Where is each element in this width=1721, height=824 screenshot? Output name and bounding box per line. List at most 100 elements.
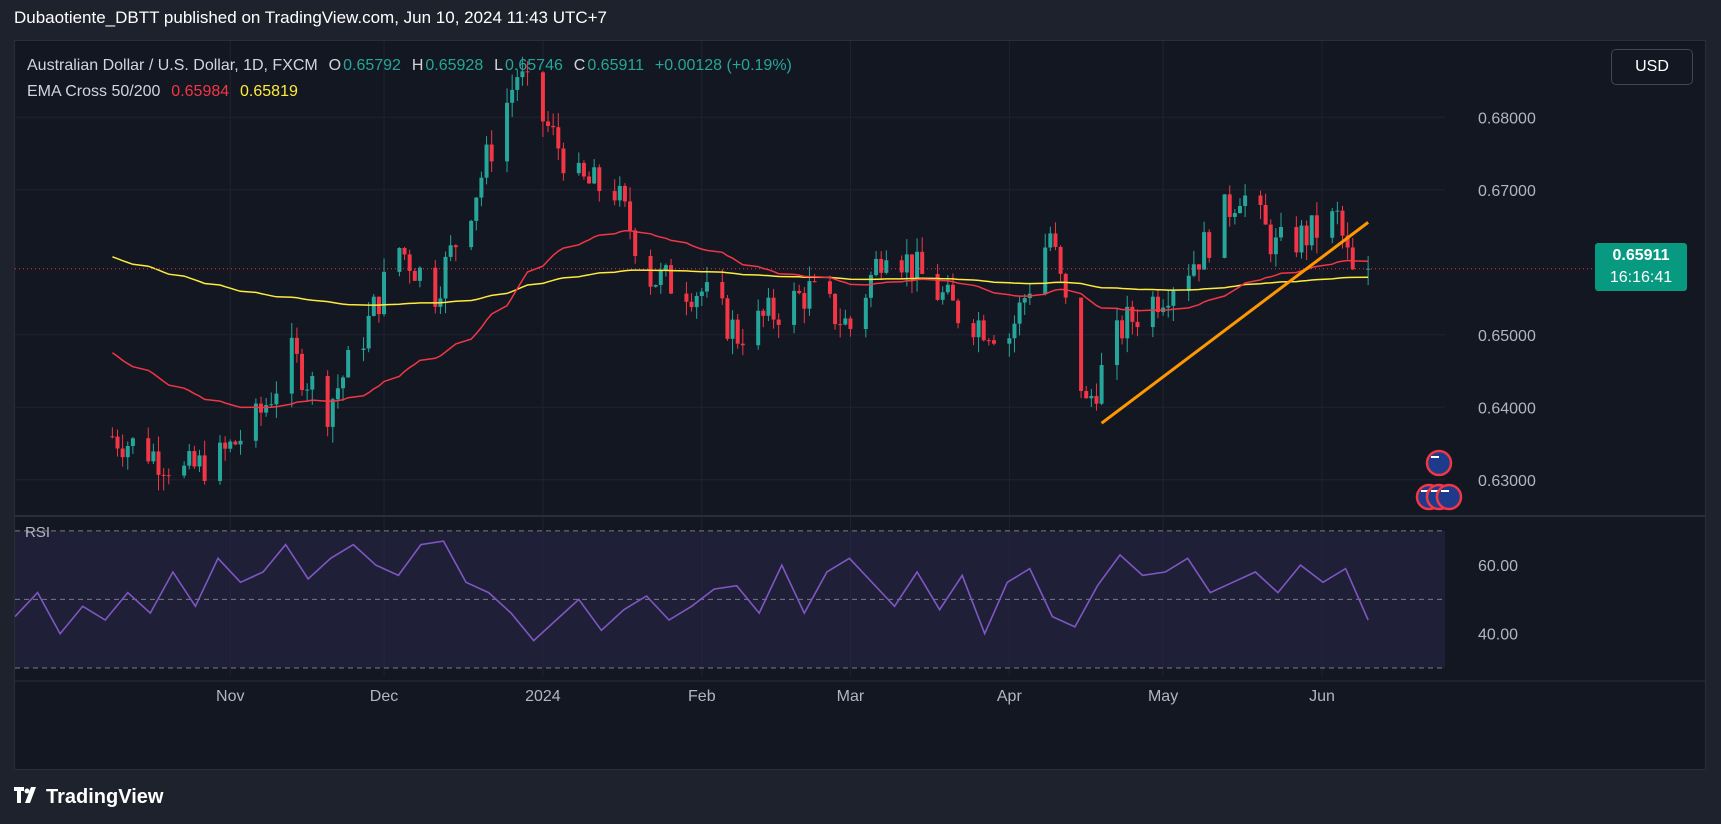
candle-up bbox=[448, 245, 453, 257]
rsi-line bbox=[15, 540, 1369, 642]
candle-up bbox=[417, 267, 422, 281]
candle-up bbox=[945, 284, 950, 293]
candle-down bbox=[1079, 297, 1084, 392]
candle-up bbox=[1273, 237, 1278, 255]
candle-up bbox=[868, 275, 873, 298]
candle-up bbox=[884, 260, 889, 273]
candle-down bbox=[546, 121, 551, 126]
candle-down bbox=[1314, 215, 1319, 238]
ema50-line bbox=[111, 229, 1369, 409]
candle-down bbox=[771, 297, 776, 320]
candle-down bbox=[1058, 246, 1063, 274]
candle-down bbox=[1350, 247, 1355, 270]
candle-down bbox=[300, 353, 305, 390]
candle-down bbox=[838, 324, 843, 326]
ema50-value: 0.65984 bbox=[171, 83, 230, 100]
candle-up bbox=[1232, 213, 1237, 217]
candle-up bbox=[197, 455, 202, 467]
candle-down bbox=[909, 254, 914, 280]
candle-up bbox=[766, 297, 771, 316]
chart-panel[interactable]: 0.68000 0.67000 0.65000 0.64000 0.63000 Nov De… bbox=[14, 40, 1706, 770]
price-chart[interactable]: 0.68000 0.67000 0.65000 0.64000 0.63000 Nov De… bbox=[15, 41, 1706, 770]
candle-down bbox=[192, 451, 197, 467]
candle-down bbox=[551, 125, 556, 128]
candle-up bbox=[1048, 233, 1053, 248]
candle-down bbox=[879, 258, 884, 273]
time-axis-tick: Nov bbox=[216, 688, 244, 705]
chart-legend: Australian Dollar / U.S. Dollar, 1D, FXC… bbox=[27, 53, 794, 105]
candle-up bbox=[253, 403, 258, 441]
time-axis-tick: 2024 bbox=[525, 688, 561, 705]
candle-down bbox=[1084, 391, 1089, 399]
candle-up bbox=[310, 376, 315, 390]
candle-down bbox=[1268, 224, 1273, 255]
candle-up bbox=[699, 291, 704, 296]
candle-up bbox=[807, 281, 812, 309]
candle-up bbox=[305, 389, 310, 391]
candle-down bbox=[294, 337, 299, 354]
candle-down bbox=[453, 245, 458, 248]
candle-down bbox=[812, 281, 817, 283]
candle-down bbox=[848, 318, 853, 329]
candle-up bbox=[125, 446, 130, 458]
candle-up bbox=[187, 451, 192, 466]
candle-up bbox=[228, 441, 233, 449]
candle-up bbox=[346, 350, 351, 378]
candle-down bbox=[1120, 320, 1125, 339]
candle-up bbox=[274, 393, 279, 405]
candle-down bbox=[1196, 264, 1201, 270]
candle-up bbox=[1017, 302, 1022, 324]
candle-down bbox=[1345, 235, 1350, 248]
candle-down bbox=[935, 273, 940, 300]
candle-up bbox=[1186, 275, 1191, 291]
candle-down bbox=[1053, 233, 1058, 247]
candle-up bbox=[335, 388, 340, 400]
candle-up bbox=[479, 177, 484, 198]
candle-down bbox=[433, 267, 438, 307]
candle-up bbox=[915, 251, 920, 280]
candle-up bbox=[1007, 338, 1012, 344]
time-axis-tick: Apr bbox=[997, 688, 1023, 705]
time-axis-tick: May bbox=[1148, 688, 1178, 705]
support-trendline bbox=[1100, 221, 1370, 425]
candle-up bbox=[658, 270, 663, 285]
candle-down bbox=[986, 340, 991, 342]
candle-up bbox=[653, 284, 658, 287]
low-value: 0.65746 bbox=[505, 57, 563, 74]
candle-down bbox=[1094, 395, 1099, 404]
candle-up bbox=[940, 292, 945, 300]
candle-down bbox=[648, 256, 653, 287]
ema-indicator-label[interactable]: EMA Cross 50/200 bbox=[27, 83, 161, 100]
high-value: 0.65928 bbox=[425, 57, 484, 74]
candle-down bbox=[587, 176, 592, 184]
candle-up bbox=[469, 220, 474, 248]
candle-down bbox=[146, 438, 151, 462]
candle-up bbox=[289, 337, 294, 394]
ema200-line bbox=[112, 256, 1369, 306]
ema200-value: 0.65819 bbox=[240, 83, 298, 100]
symbol-title[interactable]: Australian Dollar / U.S. Dollar, 1D, FXC… bbox=[27, 57, 318, 74]
candle-up bbox=[1222, 194, 1227, 258]
rsi-axis-tick: 60.00 bbox=[1478, 558, 1518, 575]
candle-up bbox=[151, 451, 156, 462]
candle-down bbox=[202, 455, 207, 481]
candle-up bbox=[1022, 298, 1027, 303]
open-value: 0.65792 bbox=[343, 57, 401, 74]
candle-down bbox=[1340, 210, 1345, 236]
candle-up bbox=[269, 404, 274, 406]
candle-up bbox=[510, 89, 515, 103]
last-price-value: 0.65911 bbox=[1612, 247, 1670, 264]
currency-button[interactable]: USD bbox=[1611, 49, 1693, 85]
candle-up bbox=[264, 405, 269, 413]
candle-down bbox=[720, 282, 725, 299]
tradingview-logo-icon bbox=[14, 786, 40, 809]
candle-up bbox=[484, 144, 489, 178]
candle-down bbox=[920, 251, 925, 274]
candle-up bbox=[576, 162, 581, 174]
candle-up bbox=[1043, 247, 1048, 294]
candle-down bbox=[971, 323, 976, 338]
time-axis-tick: Mar bbox=[837, 688, 865, 705]
candle-down bbox=[740, 343, 745, 346]
tradingview-footer[interactable]: TradingView bbox=[14, 786, 163, 809]
candle-up bbox=[382, 271, 387, 315]
